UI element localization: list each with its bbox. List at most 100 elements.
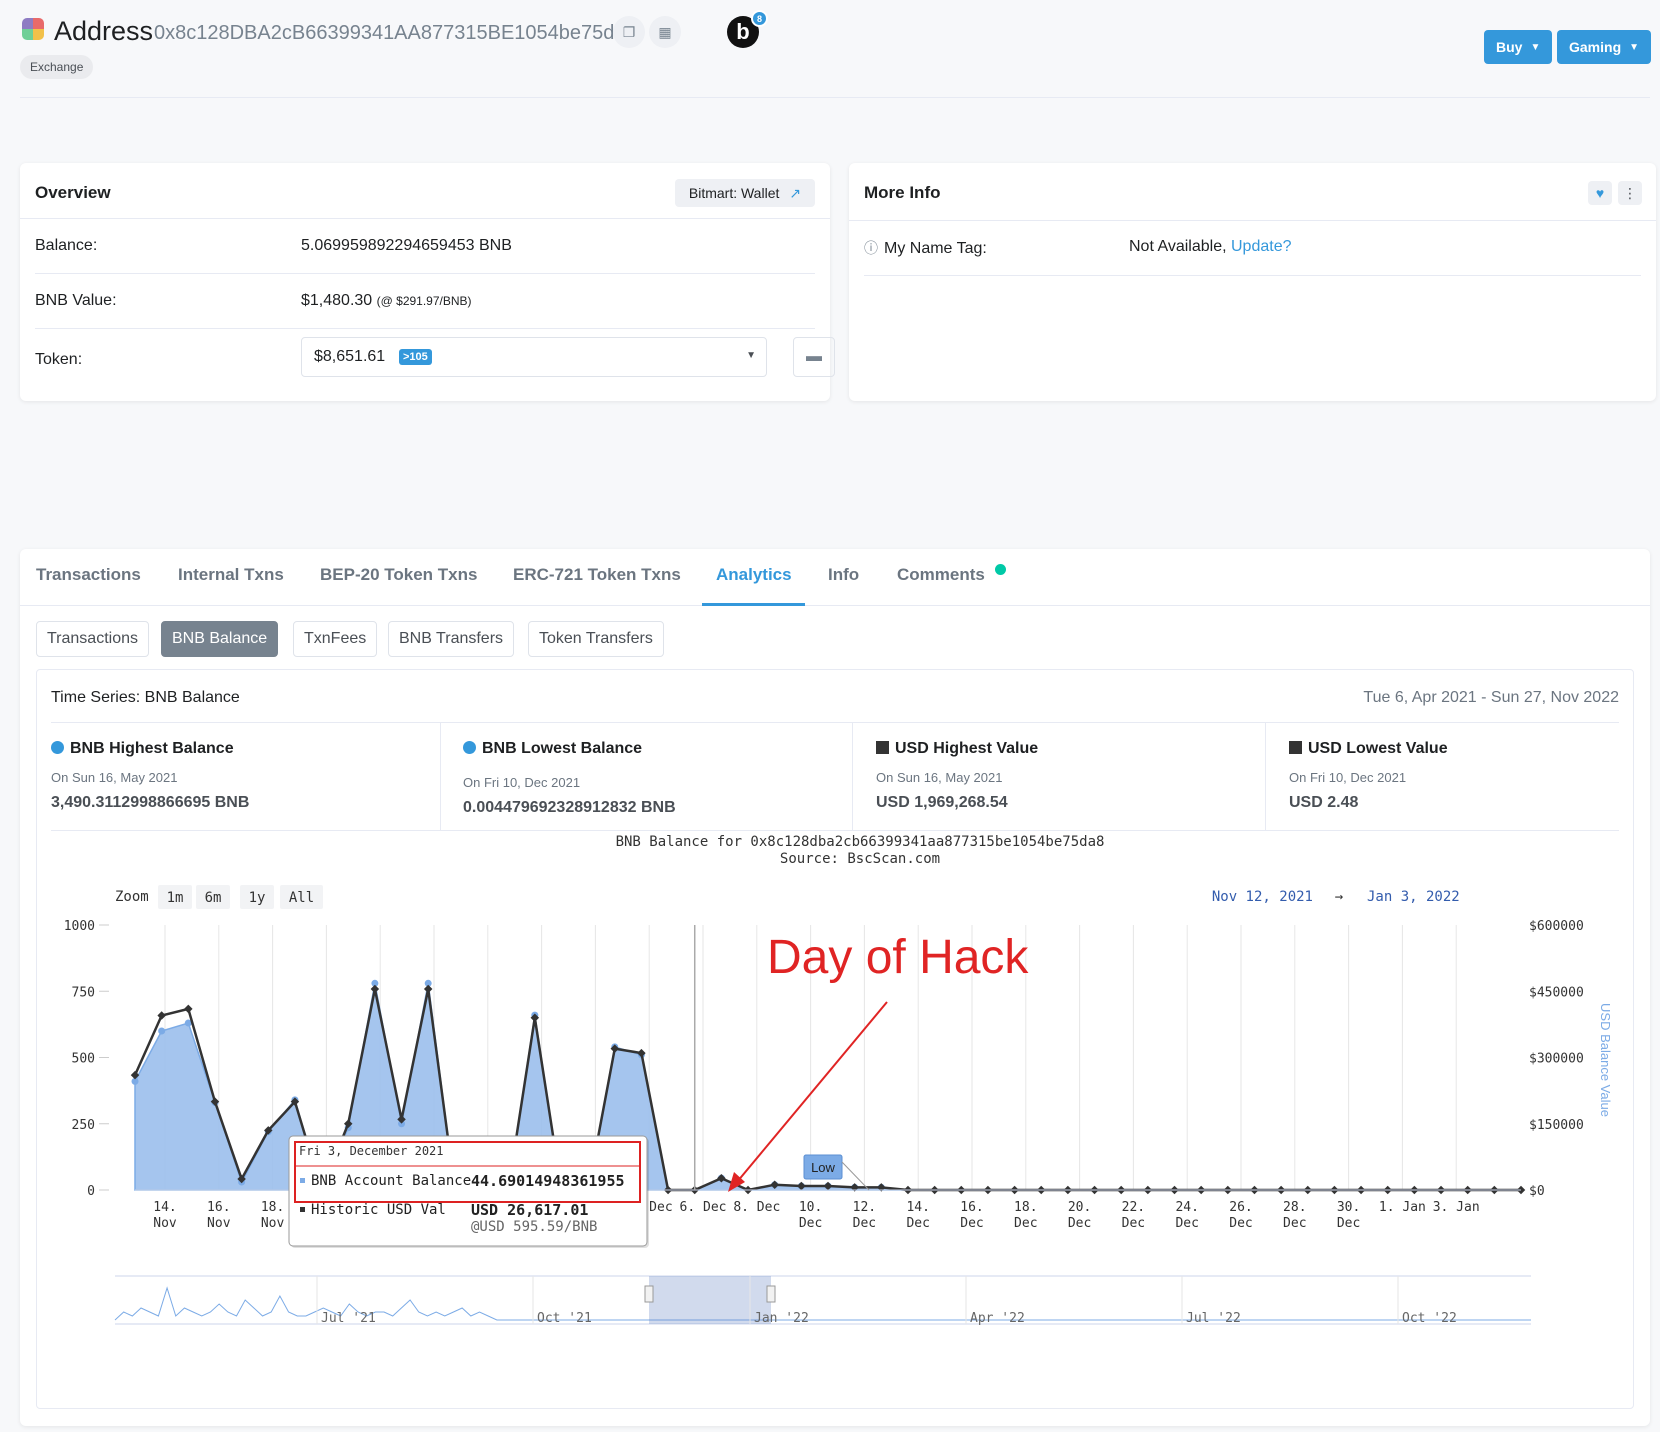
- navigator-handle-left: [644, 1285, 654, 1303]
- usd-value-point: [823, 1181, 833, 1191]
- y-tick-label-right: $300000: [1529, 1052, 1584, 1067]
- name-tag-label-wrap: ⓘ My Name Tag:: [864, 238, 987, 258]
- tab-analytics[interactable]: Analytics: [716, 565, 792, 584]
- qr-code-icon[interactable]: ▦: [649, 16, 681, 48]
- name-tag-label: My Name Tag:: [884, 240, 987, 257]
- zoom-1y-button[interactable]: [240, 885, 274, 909]
- stat-title: USD Highest Value: [876, 740, 1038, 758]
- bitmart-wallet-button[interactable]: Bitmart: Wallet ↗: [674, 179, 815, 207]
- range-from: Nov 12, 2021: [1212, 889, 1313, 905]
- navigator-label: Oct '21: [537, 1311, 592, 1326]
- tab-bep20-token-txns[interactable]: BEP-20 Token Txns: [320, 565, 478, 584]
- stat-date: On Sun 16, May 2021: [51, 770, 178, 785]
- y-tick-label-right: $0: [1529, 1184, 1545, 1199]
- navigator-label: Jan '22: [754, 1311, 809, 1326]
- question-circle-icon: ⓘ: [864, 240, 878, 256]
- balance-label: Balance:: [35, 237, 98, 254]
- dark-square-icon: [876, 741, 889, 754]
- exchange-tag[interactable]: Exchange: [20, 55, 94, 79]
- update-name-tag-link[interactable]: Update?: [1231, 238, 1292, 255]
- subtab-txnfees[interactable]: TxnFees: [293, 621, 378, 657]
- tab-erc721-token-txns[interactable]: ERC-721 Token Txns: [513, 565, 681, 584]
- stat-bnb-lowest: BNB Lowest Balance On Fri 10, Dec 2021 0…: [463, 722, 853, 830]
- x-tick-label: 10.: [799, 1200, 822, 1215]
- more-info-title: More Info: [864, 183, 941, 202]
- more-options-icon[interactable]: ⋮: [1618, 181, 1642, 205]
- subtab-token-transfers[interactable]: Token Transfers: [528, 621, 664, 657]
- tooltip-bnb-value: 44.69014948361955: [471, 1172, 625, 1190]
- usd-value-point: [184, 1004, 193, 1014]
- subtab-transactions[interactable]: Transactions: [36, 621, 149, 657]
- wallet-icon[interactable]: ▬: [793, 337, 835, 377]
- x-tick-label: Nov: [261, 1216, 285, 1231]
- right-axis-title: USD Balance Value: [1598, 1003, 1613, 1117]
- blue-dot-icon: [51, 741, 64, 754]
- gaming-button[interactable]: Gaming ▼: [1557, 30, 1652, 64]
- x-tick-label: Nov: [207, 1216, 231, 1231]
- usd-value-point: [370, 984, 380, 994]
- chevron-down-icon: ▼: [1530, 41, 1541, 53]
- zoom-6m-button[interactable]: [196, 885, 230, 909]
- copy-address-icon[interactable]: ❐: [613, 16, 645, 48]
- x-tick-label: Dec: [1337, 1216, 1360, 1231]
- zoom-1m-button[interactable]: [158, 885, 192, 909]
- stat-title-text: BNB Highest Balance: [70, 740, 234, 757]
- heart-icon[interactable]: ♥: [1588, 181, 1612, 205]
- tooltip-bnb-label: BNB Account Balance: [311, 1173, 471, 1189]
- day-of-hack-annotation: Day of Hack: [767, 931, 1029, 984]
- tab-transactions[interactable]: Transactions: [36, 565, 141, 584]
- stat-value: USD 1,969,268.54: [876, 794, 1008, 811]
- bnb-value-amount: $1,480.30: [301, 292, 373, 309]
- x-tick-label: Dec: [1229, 1216, 1252, 1231]
- low-flag-label: Low: [811, 1160, 835, 1175]
- tooltip-bnb-marker: [300, 1178, 305, 1183]
- y-tick-label-right: $450000: [1529, 985, 1584, 1000]
- chevron-down-icon: ▼: [746, 350, 756, 361]
- buy-button[interactable]: Buy ▼: [1484, 30, 1553, 64]
- x-tick-label: 28.: [1283, 1200, 1306, 1215]
- zoom-All-button[interactable]: [280, 885, 323, 909]
- chart-title: BNB Balance for 0x8c128dba2cb66399341aa8…: [616, 834, 1105, 850]
- address-tabs-card: Transactions Internal Txns BEP-20 Token …: [20, 549, 1650, 1426]
- bnb-value-row: BNB Value: $1,480.30 (@ $291.97/BNB): [35, 274, 815, 329]
- bnb-balance-point: [424, 979, 432, 987]
- active-tab-underline: [702, 603, 805, 606]
- x-tick-label: Dec: [1122, 1216, 1145, 1231]
- subtab-bnb-transfers[interactable]: BNB Transfers: [388, 621, 515, 657]
- zoom-1m-label: 1m: [167, 890, 184, 906]
- stat-date: On Fri 10, Dec 2021: [1289, 770, 1407, 785]
- stat-usd-lowest: USD Lowest Value On Fri 10, Dec 2021 USD…: [1289, 722, 1619, 830]
- zoom-1y-label: 1y: [249, 890, 266, 906]
- stat-title: BNB Highest Balance: [51, 740, 234, 758]
- tab-internal-txns[interactable]: Internal Txns: [178, 565, 284, 584]
- chart-tooltip: [288, 1135, 648, 1247]
- x-tick-label: 18.: [1014, 1200, 1037, 1215]
- low-flag: [803, 1154, 843, 1180]
- address-hash: 0x8c128DBA2cB66399341AA877315BE1054be75d…: [154, 22, 637, 44]
- token-label: Token:: [35, 351, 83, 368]
- navigator-series: [114, 1286, 1531, 1321]
- zoom-label: Zoom: [115, 889, 149, 905]
- overview-title: Overview: [35, 183, 111, 202]
- zoom-All-label: All: [289, 890, 314, 906]
- stat-title-text: BNB Lowest Balance: [482, 740, 643, 757]
- usd-value-point: [157, 1011, 166, 1020]
- tab-comments[interactable]: Comments: [897, 565, 985, 584]
- tooltip-usd-label: Historic USD Val: [311, 1202, 446, 1218]
- stat-title: BNB Lowest Balance: [463, 740, 642, 758]
- stat-date: On Sun 16, May 2021: [876, 770, 1003, 785]
- tooltip-usd-value: USD 26,617.01: [471, 1201, 588, 1219]
- stat-title-text: USD Highest Value: [895, 740, 1039, 757]
- tab-info[interactable]: Info: [828, 565, 860, 584]
- stats-divider-bottom: [51, 830, 1619, 831]
- x-tick-label: 26.: [1229, 1200, 1252, 1215]
- overview-card: Overview Bitmart: Wallet ↗ Balance: 5.06…: [20, 163, 835, 401]
- usd-value-point: [877, 1183, 886, 1192]
- x-tick-label: 1. Jan: [1379, 1200, 1426, 1215]
- subtab-bnb-balance[interactable]: BNB Balance: [161, 621, 279, 657]
- x-tick-label: Dec: [960, 1216, 983, 1231]
- bnb-balance-chart[interactable]: BNB Balance for 0x8c128dba2cb66399341aa8…: [37, 670, 1635, 1410]
- x-tick-label: Nov: [153, 1216, 177, 1231]
- token-dropdown[interactable]: $8,651.61 >105 ▼: [301, 337, 767, 377]
- navigator-selection: [649, 1276, 771, 1324]
